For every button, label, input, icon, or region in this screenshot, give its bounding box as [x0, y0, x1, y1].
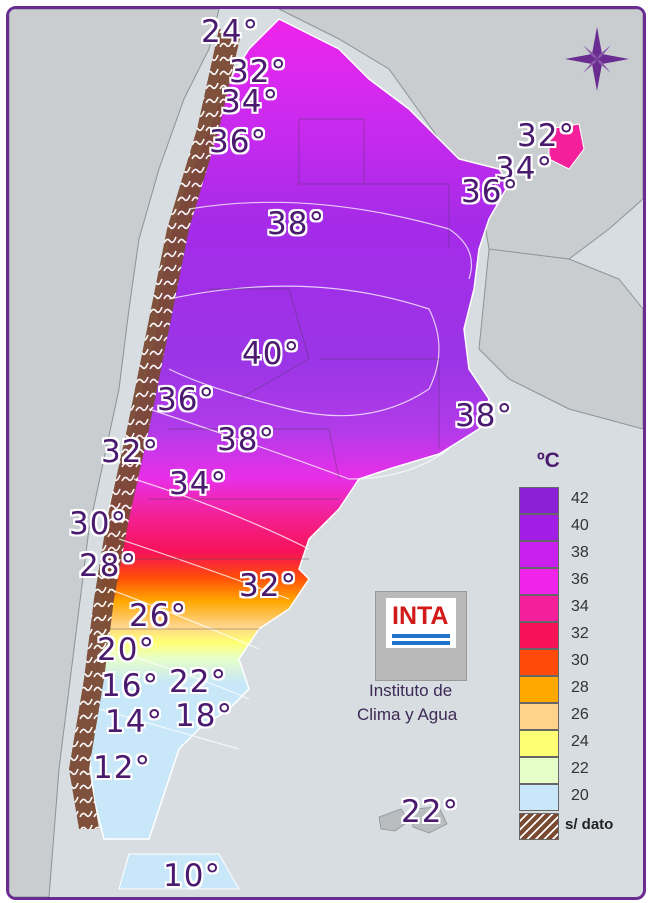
temp-label: 32° [239, 568, 297, 604]
legend-item: 42 [519, 487, 639, 514]
inta-logo-panel: INTA [386, 598, 456, 648]
map-frame: 24° 32° 34° 36° 32° 34° 36° 38° 40° 36° … [6, 6, 646, 900]
compass-rose-icon [565, 27, 629, 91]
misiones-tip [548, 123, 585, 170]
legend-label: 42 [571, 490, 589, 507]
temp-label: 36° [209, 124, 267, 160]
temp-label: 34° [169, 466, 227, 502]
legend-swatch [519, 649, 559, 676]
legend-label: 34 [571, 598, 589, 615]
legend-item: 40 [519, 514, 639, 541]
legend-item: 24 [519, 730, 639, 757]
temp-label: 32° [101, 434, 159, 470]
inta-logo: INTA [375, 591, 467, 681]
temperature-map [9, 9, 643, 897]
legend-swatch [519, 487, 559, 514]
institution-line-1: Instituto de [369, 681, 453, 700]
temp-label: 40° [242, 336, 300, 372]
inta-logo-stripe [392, 634, 450, 638]
temp-label: 38° [455, 398, 513, 434]
temp-label: 36° [157, 382, 215, 418]
inta-logo-stripe [392, 641, 450, 645]
legend-swatch [519, 730, 559, 757]
legend-swatch [519, 784, 559, 811]
temp-label: 38° [217, 422, 275, 458]
legend-item: 22 [519, 757, 639, 784]
temp-label: 34° [221, 84, 279, 120]
temp-label: 24° [201, 14, 259, 50]
malvinas-islands [378, 806, 448, 834]
temp-label: 20° [97, 632, 155, 668]
inta-logo-text: INTA [392, 602, 449, 630]
legend-swatch-no-data [519, 813, 559, 840]
temp-label: 34° [495, 151, 553, 187]
legend-item: 30 [519, 649, 639, 676]
temp-label: 30° [69, 506, 127, 542]
temp-label: 18° [175, 698, 233, 734]
neighbor-land-west [9, 9, 220, 897]
temp-label: 22° [401, 794, 459, 830]
temp-label: 36° [461, 174, 519, 210]
legend-label: 20 [571, 787, 589, 804]
legend-item: 28 [519, 676, 639, 703]
andes-no-data-strip [69, 29, 241, 829]
legend-swatch [519, 568, 559, 595]
temp-label: 32° [517, 118, 575, 154]
legend-label: 36 [571, 571, 589, 588]
tierra-del-fuego [118, 853, 240, 890]
legend-label: 26 [571, 706, 589, 723]
legend-item-no-data: s/ dato [519, 813, 639, 840]
temp-label: 16° [101, 668, 159, 704]
legend-label: 38 [571, 544, 589, 561]
legend-item: 34 [519, 595, 639, 622]
legend-label: 22 [571, 760, 589, 777]
legend-label: 30 [571, 652, 589, 669]
temp-label: 14° [105, 704, 163, 740]
legend-item: 36 [519, 568, 639, 595]
legend-swatch [519, 541, 559, 568]
temp-label: 32° [229, 54, 287, 90]
temp-label: 10° [163, 858, 221, 894]
legend-swatch [519, 622, 559, 649]
neighbor-land-east [478, 248, 643, 430]
temp-label: 12° [93, 750, 151, 786]
legend-item: 26 [519, 703, 639, 730]
legend-label: 40 [571, 517, 589, 534]
legend-swatch [519, 514, 559, 541]
legend-item: 32 [519, 622, 639, 649]
legend-label-no-data: s/ dato [565, 816, 614, 833]
temp-label: 22° [169, 664, 227, 700]
legend-swatch [519, 676, 559, 703]
legend-item: 38 [519, 541, 639, 568]
temp-label: 28° [79, 548, 137, 584]
legend-item: 20 [519, 784, 639, 811]
legend-swatch [519, 757, 559, 784]
temp-label: 38° [267, 206, 325, 242]
legend-label: 32 [571, 625, 589, 642]
province-borders [109, 118, 450, 630]
legend-label: 28 [571, 679, 589, 696]
institution-line-2: Clima y Agua [357, 705, 458, 724]
legend-unit: ºC [537, 449, 560, 472]
legend-label: 24 [571, 733, 589, 750]
legend-swatch [519, 595, 559, 622]
legend-swatch [519, 703, 559, 730]
temp-label: 26° [129, 598, 187, 634]
